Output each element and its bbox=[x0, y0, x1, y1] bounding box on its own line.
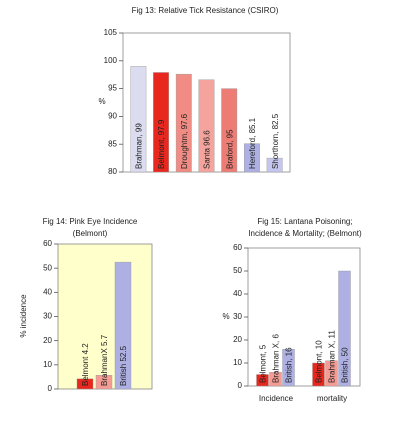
data-label: Droughtm, 97.6 bbox=[180, 113, 189, 169]
data-label: British 52.5 bbox=[119, 345, 128, 386]
y-tick-label: 50 bbox=[233, 266, 242, 275]
y-tick-label: 10 bbox=[43, 360, 52, 369]
data-label: Brahman, 99 bbox=[134, 123, 143, 169]
chart-title: Fig 13: Relative Tick Resistance (CSIRO) bbox=[132, 6, 279, 15]
data-label: Brahman X, 11 bbox=[328, 330, 337, 383]
y-tick-label: 30 bbox=[43, 312, 52, 321]
data-label: Belmont, 5 bbox=[259, 344, 268, 383]
y-tick-label: 50 bbox=[43, 263, 52, 272]
bar bbox=[244, 143, 260, 173]
bar bbox=[282, 349, 295, 387]
bar bbox=[95, 375, 113, 390]
chart-subtitle: (Belmont) bbox=[73, 229, 108, 238]
y-tick-label: 85 bbox=[108, 139, 117, 148]
bar bbox=[114, 261, 132, 390]
data-label: Hereford, 85.1 bbox=[248, 117, 257, 169]
bar bbox=[221, 88, 238, 173]
y-tick-label: 100 bbox=[104, 56, 118, 65]
data-label: Belmont, 10 bbox=[315, 340, 324, 383]
data-label: British, 50 bbox=[341, 347, 350, 383]
bar bbox=[266, 157, 283, 173]
y-axis-label: % bbox=[98, 97, 105, 106]
data-label: BrahmanX 5.7 bbox=[100, 334, 109, 386]
x-tick-label: mortality bbox=[317, 394, 347, 403]
bar bbox=[256, 374, 269, 387]
bar bbox=[269, 372, 282, 387]
bar bbox=[312, 362, 325, 387]
y-tick-label: 60 bbox=[233, 243, 242, 252]
chart-subtitle: Incidence & Mortality; (Belmont) bbox=[248, 229, 362, 238]
y-tick-label: 0 bbox=[238, 381, 243, 390]
y-tick-label: 90 bbox=[108, 112, 117, 121]
bar bbox=[130, 66, 147, 173]
data-label: Shorthorn, 82.5 bbox=[271, 113, 280, 169]
y-tick-label: 80 bbox=[108, 167, 117, 176]
y-tick-label: 40 bbox=[233, 289, 242, 298]
y-tick-label: 10 bbox=[233, 358, 242, 367]
y-tick-label: 95 bbox=[108, 84, 117, 93]
data-label: Belmont, 97.9 bbox=[157, 119, 166, 169]
y-tick-label: 0 bbox=[48, 384, 53, 393]
plot-area bbox=[57, 243, 153, 390]
chart-title: Fig 14: Pink Eye Incidence bbox=[43, 217, 138, 226]
y-tick-label: 20 bbox=[233, 335, 242, 344]
y-tick-label: 20 bbox=[43, 336, 52, 345]
bar bbox=[198, 79, 215, 173]
bar bbox=[325, 360, 338, 387]
bar bbox=[153, 72, 169, 173]
data-label: British, 16 bbox=[285, 347, 294, 383]
bar bbox=[338, 270, 351, 387]
y-tick-label: 30 bbox=[233, 312, 242, 321]
y-tick-label: 40 bbox=[43, 287, 52, 296]
data-label: Braford, 95 bbox=[225, 129, 234, 169]
data-label: Belmont 4.2 bbox=[81, 343, 90, 386]
bar bbox=[175, 73, 192, 173]
chart-title: Fig 15: Lantana Poisoning; bbox=[257, 217, 352, 226]
y-tick-label: 60 bbox=[43, 239, 52, 248]
y-axis-label: % bbox=[222, 312, 229, 321]
y-axis-label: % incidence bbox=[19, 294, 28, 338]
data-label: Brahman X, 6 bbox=[272, 334, 281, 383]
data-label: Santa 96.6 bbox=[203, 130, 212, 169]
x-tick-label: Incidence bbox=[259, 394, 294, 403]
y-tick-label: 105 bbox=[104, 28, 118, 37]
bar bbox=[76, 378, 94, 390]
